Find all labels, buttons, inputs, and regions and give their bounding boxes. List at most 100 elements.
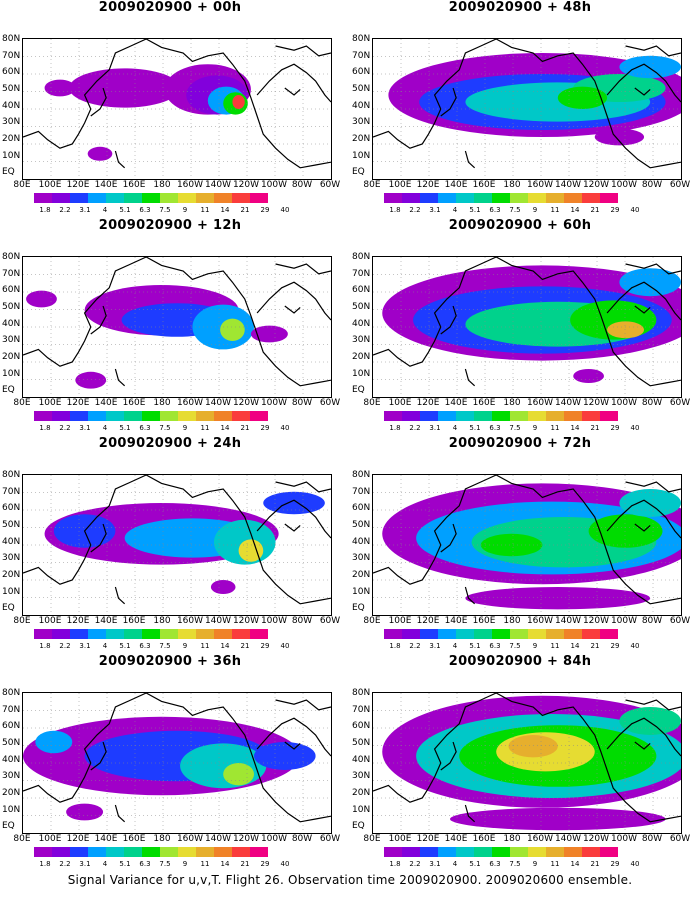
- x-axis-label: 100E: [38, 180, 62, 190]
- x-axis-label: 120E: [416, 398, 440, 408]
- colorbar-swatch: [438, 629, 456, 639]
- y-axis-label: 20N: [352, 788, 371, 798]
- x-axis-label: 80W: [291, 180, 313, 190]
- colorbar-swatch: [600, 629, 618, 639]
- y-axis-label: 60N: [2, 285, 21, 296]
- colorbar-swatch: [384, 847, 402, 857]
- map-panel: 2009020900 + 12h 80N 70N 60N 50N 40N 30N 20N 10N…: [0, 218, 340, 438]
- coastline: [464, 368, 476, 387]
- y-axis-label: 30N: [2, 771, 21, 782]
- colorbar-label: 3.1: [429, 206, 441, 214]
- colorbar-swatch: [232, 193, 250, 203]
- coastline: [606, 281, 681, 321]
- colorbar-label: 40: [630, 206, 640, 214]
- colorbar-swatch: [384, 193, 402, 203]
- colorbar-swatch: [564, 193, 582, 203]
- colorbar-label: 21: [590, 424, 600, 432]
- figure-caption: Signal Variance for u,v,T. Flight 26. Ob…: [67, 873, 633, 887]
- colorbar-label: 5.1: [469, 642, 481, 650]
- colorbar-label: 2.2: [59, 206, 71, 214]
- coastline: [440, 87, 457, 117]
- coastline: [373, 39, 497, 149]
- colorbar-label: 29: [260, 424, 270, 432]
- colorbar-swatch: [492, 629, 510, 639]
- variance-contour: [619, 268, 681, 297]
- x-axis-label: 120E: [66, 834, 90, 844]
- x-axis-label: 120W: [582, 398, 610, 408]
- map-svg: [23, 39, 331, 179]
- y-axis-label: 60N: [2, 721, 21, 732]
- coastline: [634, 523, 651, 532]
- x-axis-label: 80W: [641, 834, 663, 844]
- colorbar-swatch: [420, 629, 438, 639]
- y-axis-label: 10N: [352, 804, 371, 815]
- x-axis-label: 140W: [204, 616, 232, 626]
- panel-title: 2009020900 + 00h: [98, 0, 242, 15]
- x-axis-label: 140E: [94, 398, 118, 408]
- x-axis-label: 120W: [232, 398, 260, 408]
- y-axis-label: 80N: [2, 34, 21, 44]
- x-axis-label: 180: [503, 398, 521, 408]
- colorbar-label: 11: [200, 206, 210, 214]
- colorbar-swatch: [34, 193, 52, 203]
- colorbar-label: 2.2: [409, 424, 421, 432]
- coastline: [114, 586, 126, 605]
- map-area: [372, 692, 682, 834]
- colorbar-label: 9: [532, 860, 538, 868]
- colorbar-label: 5.1: [469, 206, 481, 214]
- colorbar-swatch: [232, 847, 250, 857]
- y-axis-label: 70N: [2, 704, 21, 715]
- colorbar-swatch: [546, 629, 564, 639]
- coastline: [440, 523, 457, 553]
- colorbar-swatch: [160, 193, 178, 203]
- variance-contour: [465, 587, 651, 610]
- y-axis-label: 80N: [352, 470, 371, 480]
- y-axis-label: 30N: [352, 335, 371, 346]
- colorbar-swatch: [250, 629, 268, 639]
- x-axis-label: 160W: [176, 616, 204, 626]
- colorbar-swatch: [106, 629, 124, 639]
- colorbar-label: 7.5: [509, 206, 521, 214]
- colorbar-swatch: [474, 629, 492, 639]
- x-axis-label: 80E: [363, 834, 381, 844]
- coastline: [256, 717, 331, 757]
- coastline: [275, 699, 331, 711]
- coastline: [464, 586, 476, 605]
- colorbar: [384, 629, 618, 639]
- x-axis-label: 100E: [38, 834, 62, 844]
- colorbar-swatch: [438, 411, 456, 421]
- y-axis-label: 60N: [352, 67, 371, 78]
- x-axis-label: 120E: [66, 398, 90, 408]
- colorbar-swatch: [124, 193, 142, 203]
- colorbar-label: 4: [452, 206, 458, 214]
- y-axis-label: 10N: [2, 368, 21, 379]
- y-axis-label: 40N: [352, 318, 371, 329]
- x-axis-label: 100E: [388, 398, 412, 408]
- x-axis-label: 140W: [204, 398, 232, 408]
- colorbar-swatch: [438, 193, 456, 203]
- colorbar-label: 1.8: [389, 860, 401, 868]
- colorbar-swatch: [142, 411, 160, 421]
- colorbar-label: 14: [220, 206, 230, 214]
- y-axis-label: 70N: [352, 486, 371, 497]
- coastline: [145, 257, 331, 387]
- panel-title: 2009020900 + 48h: [448, 0, 592, 15]
- colorbar-label: 6.3: [489, 642, 501, 650]
- colorbar-swatch: [510, 411, 528, 421]
- colorbar-label: 21: [240, 424, 250, 432]
- coastline: [275, 45, 331, 57]
- y-axis-label: 70N: [2, 268, 21, 279]
- colorbar-label: 9: [182, 206, 188, 214]
- x-axis-label: 100W: [610, 616, 638, 626]
- x-axis-label: 140W: [554, 834, 582, 844]
- colorbar-label: 14: [220, 642, 230, 650]
- y-axis-label: 10N: [2, 150, 21, 161]
- colorbar-swatch: [196, 629, 214, 639]
- colorbar-swatch: [492, 847, 510, 857]
- coastline: [145, 39, 331, 169]
- coastline: [625, 699, 681, 711]
- y-axis-label: 30N: [352, 117, 371, 128]
- colorbar-swatch: [402, 847, 420, 857]
- colorbar-label: 9: [182, 860, 188, 868]
- panel-title: 2009020900 + 72h: [448, 436, 592, 451]
